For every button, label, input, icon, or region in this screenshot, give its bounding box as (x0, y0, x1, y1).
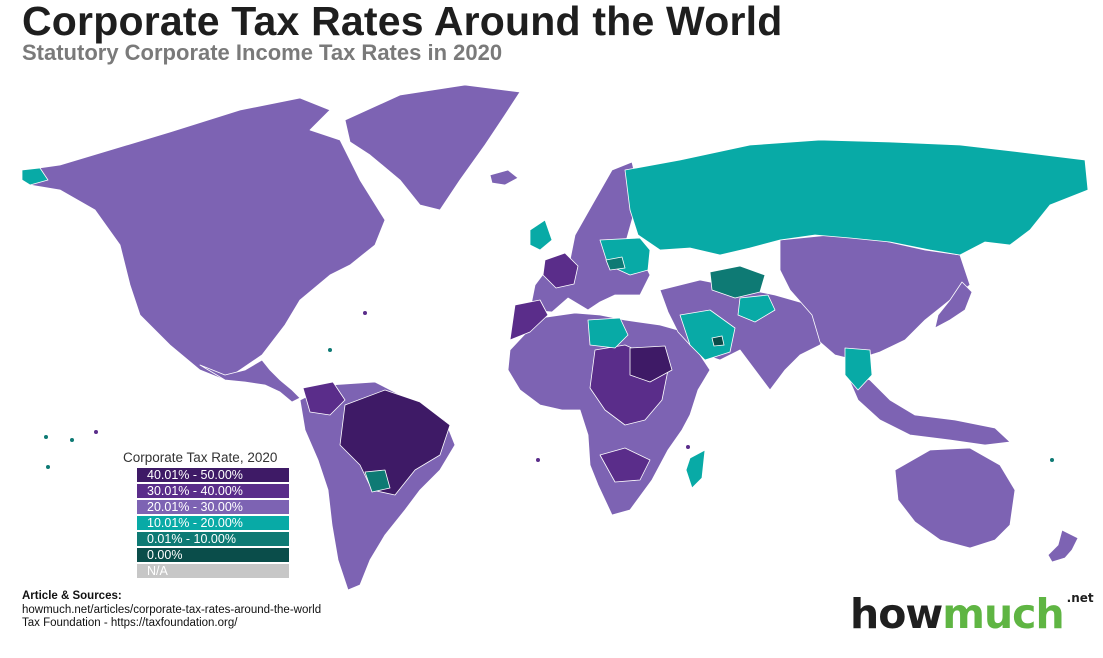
region-uk (529, 219, 553, 251)
region-new-zealand (1047, 529, 1079, 563)
region-brazil (339, 389, 451, 496)
region-hungary (605, 256, 626, 271)
island-dot (328, 348, 332, 352)
region-greenland (344, 84, 521, 211)
island-dot (46, 465, 50, 469)
region-iceland (489, 169, 519, 186)
island-dot (70, 438, 74, 442)
island-dot (363, 311, 367, 315)
sources-heading: Article & Sources: (22, 590, 122, 602)
region-sudan (629, 345, 673, 383)
region-paraguay (364, 469, 391, 493)
region-southeast-asia (844, 369, 1011, 446)
legend-item-40-50: 40.01% - 50.00% (137, 468, 289, 482)
sources-block: Article & Sources: howmuch.net/articles/… (22, 590, 321, 631)
logo-how: how (850, 590, 943, 638)
legend-item-na: N/A (137, 564, 289, 578)
page-title: Corporate Tax Rates Around the World (22, 0, 783, 44)
legend-item-zero: 0.00% (137, 548, 289, 562)
island-dot (44, 435, 48, 439)
page-subtitle: Statutory Corporate Income Tax Rates in … (22, 40, 503, 65)
legend-item-20-30: 20.01% - 30.00% (137, 500, 289, 514)
legend-item-0-10: 0.01% - 10.00% (137, 532, 289, 546)
region-north-america (24, 97, 386, 381)
world-map (21, 84, 1089, 591)
island-dot (536, 458, 540, 462)
island-dot (94, 430, 98, 434)
howmuch-logo: howmuch .net (850, 590, 1094, 638)
region-libya (587, 317, 629, 349)
logo-much: much (942, 590, 1064, 638)
region-colombia (302, 381, 346, 416)
legend-item-10-20: 10.01% - 20.00% (137, 516, 289, 530)
region-central-america (199, 359, 301, 403)
region-australia (894, 447, 1016, 549)
region-morocco (509, 299, 549, 341)
region-east-asia (779, 234, 971, 361)
island-dot (686, 445, 690, 449)
region-france (542, 252, 579, 289)
map-legend: Corporate Tax Rate, 2020 40.01% - 50.00%… (120, 450, 320, 580)
region-uae (711, 335, 725, 347)
region-madagascar (685, 449, 706, 489)
region-central-asia (709, 265, 766, 299)
region-japan (934, 281, 973, 329)
region-russia (624, 139, 1089, 256)
region-alaska-tip (21, 167, 49, 186)
region-indochina (844, 347, 873, 391)
logo-net: .net (1066, 591, 1094, 605)
source-link-article[interactable]: howmuch.net/articles/corporate-tax-rates… (22, 603, 322, 616)
source-link-tax-foundation[interactable]: Tax Foundation - https://taxfoundation.o… (22, 617, 238, 629)
legend-title: Corporate Tax Rate, 2020 (123, 450, 278, 465)
region-southern-africa (599, 447, 651, 483)
region-saudi-arabia (679, 309, 736, 361)
region-afghanistan (737, 294, 776, 323)
legend-item-30-40: 30.01% - 40.00% (137, 484, 289, 498)
island-dot (1050, 458, 1054, 462)
region-middle-east-south-asia (659, 279, 831, 391)
